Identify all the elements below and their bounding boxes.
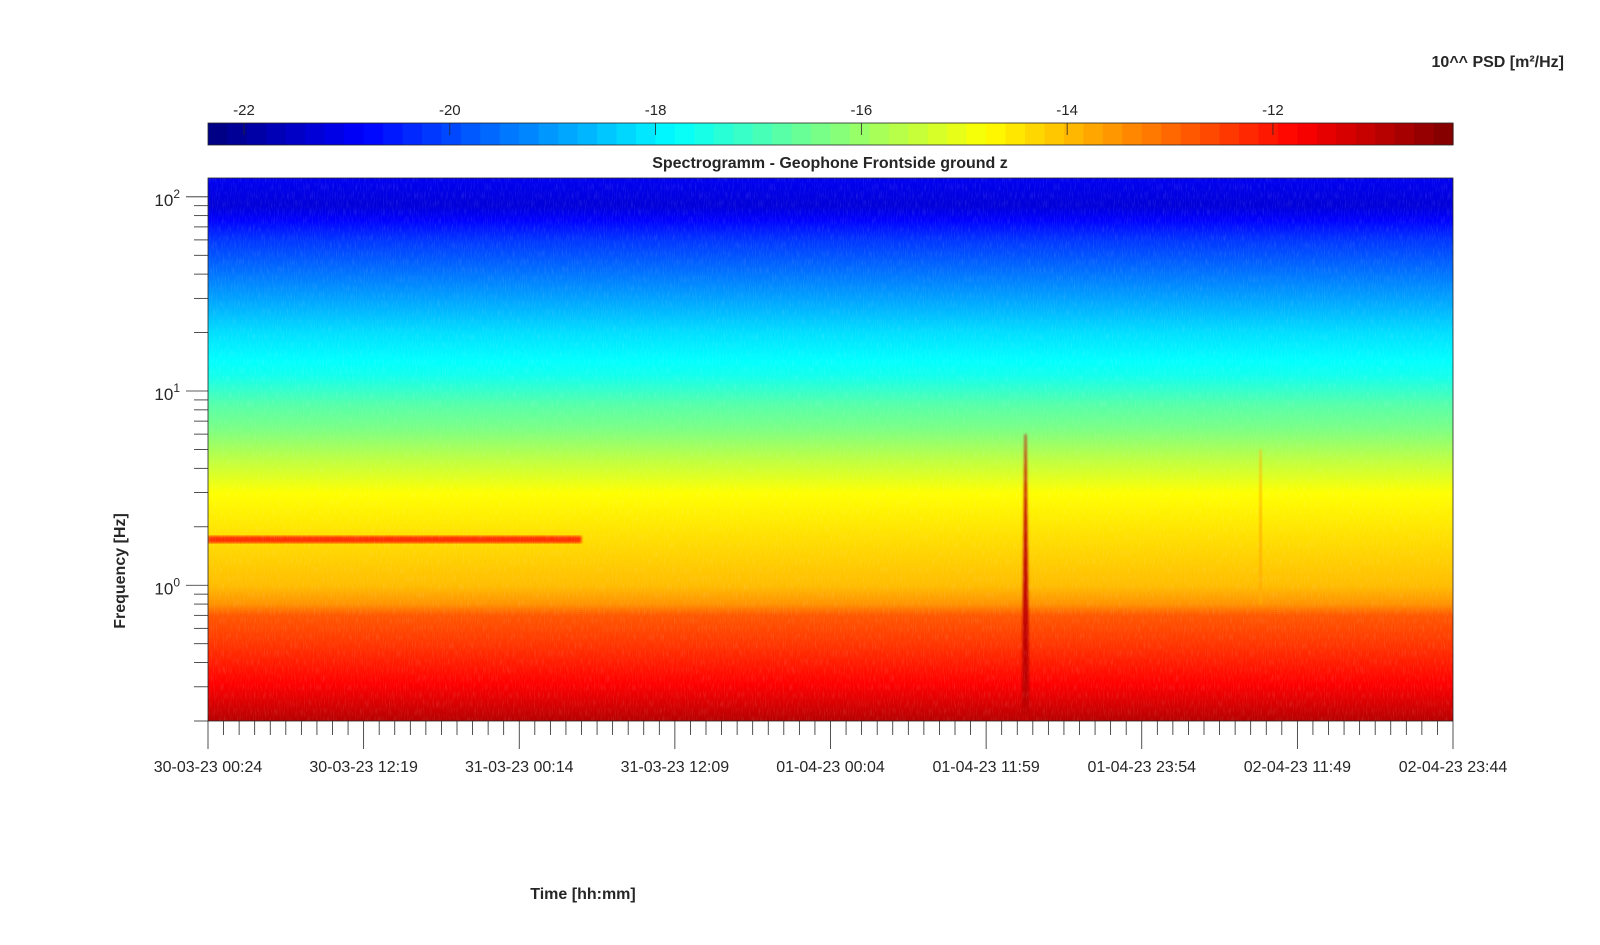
- colorbar-tick-label: -14: [1056, 102, 1078, 119]
- x-tick-label: 02-04-23 11:49: [1244, 759, 1351, 776]
- colorbar: [207, 122, 1454, 146]
- x-tick-label: 01-04-23 11:59: [932, 759, 1039, 776]
- colorbar-label: 10^^ PSD [m²/Hz]: [1432, 54, 1564, 71]
- x-axis-label: Time [hh:mm]: [530, 886, 635, 903]
- chart-title: Spectrogramm - Geophone Frontside ground…: [652, 155, 1008, 172]
- y-tick-label: 100: [154, 575, 180, 598]
- x-tick-label: 30-03-23 12:19: [309, 759, 418, 776]
- x-tick-label: 02-04-23 23:44: [1399, 759, 1508, 776]
- y-tick-label: 102: [154, 187, 180, 210]
- y-tick-label: 101: [154, 381, 180, 404]
- spectrogram-image: [208, 178, 1453, 721]
- x-tick-label: 01-04-23 23:54: [1087, 759, 1196, 776]
- x-tick-label: 31-03-23 12:09: [621, 759, 730, 776]
- y-axis-label: Frequency [Hz]: [112, 513, 129, 629]
- colorbar-tick-label: -16: [851, 102, 873, 119]
- x-tick-label: 30-03-23 00:24: [154, 759, 263, 776]
- colorbar-tick-label: -18: [645, 102, 667, 119]
- x-tick-label: 31-03-23 00:14: [465, 759, 574, 776]
- x-tick-label: 01-04-23 00:04: [776, 759, 885, 776]
- colorbar-tick-label: -20: [439, 102, 461, 119]
- colorbar-tick-label: -22: [233, 102, 255, 119]
- colorbar-tick-label: -12: [1262, 102, 1284, 119]
